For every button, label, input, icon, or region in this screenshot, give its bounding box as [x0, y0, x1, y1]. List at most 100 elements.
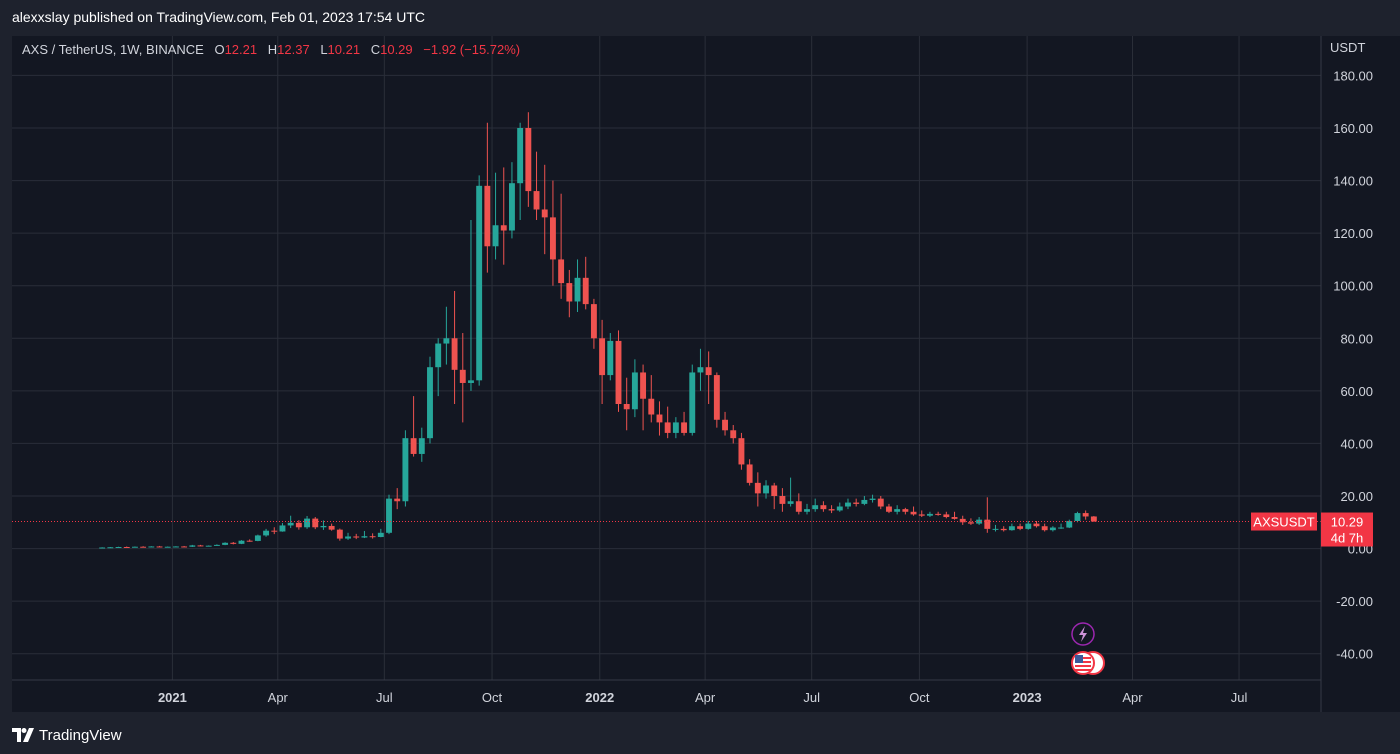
candle [1049, 526, 1056, 532]
candle [967, 518, 974, 525]
candle-body [1000, 528, 1007, 531]
y-tick-label: 100.00 [1333, 279, 1373, 294]
candle [869, 494, 876, 503]
candle-body [156, 546, 163, 548]
candle [730, 425, 737, 444]
candle [681, 411, 688, 436]
candle [607, 333, 614, 381]
candle [140, 546, 147, 548]
footer: TradingView [0, 716, 1400, 754]
candle-body [672, 422, 679, 433]
candle-body [517, 128, 524, 184]
candle-body [869, 498, 876, 500]
candlestick-chart[interactable]: USDT -40.00-20.000.0020.0040.0060.0080.0… [12, 36, 1400, 712]
legend-change: −1.92 (−15.72%) [423, 42, 521, 57]
candle-body [681, 422, 688, 433]
candle-body [1017, 526, 1024, 529]
candle-body [312, 518, 319, 528]
price-axis-unit: USDT [1330, 40, 1365, 55]
candle-body [304, 518, 311, 528]
y-tick-label: 120.00 [1333, 226, 1373, 241]
candle-body [984, 519, 991, 529]
candle-body [656, 414, 663, 423]
candle [935, 511, 942, 516]
candle [582, 256, 589, 310]
x-tick-label: Apr [268, 690, 289, 705]
x-tick-label: 2022 [585, 690, 614, 705]
candle-body [205, 545, 212, 547]
candle-body [894, 509, 901, 512]
candle [197, 544, 204, 547]
candle-body [771, 485, 778, 496]
candle [377, 528, 384, 538]
candle [508, 162, 515, 239]
candle-body [427, 367, 433, 439]
candle [1041, 523, 1048, 532]
y-tick-label: -20.00 [1336, 594, 1373, 609]
candle-body [689, 372, 696, 433]
y-tick-label: -40.00 [1336, 647, 1373, 662]
candle [672, 417, 679, 439]
candle-body [271, 530, 278, 532]
candle [99, 547, 106, 549]
price-axis[interactable]: USDT -40.00-20.000.0020.0040.0060.0080.0… [1330, 40, 1373, 662]
candle [631, 359, 638, 418]
candle [1090, 516, 1097, 522]
candle [754, 472, 761, 507]
candle [164, 546, 171, 548]
candle [271, 527, 278, 535]
tradingview-brand[interactable]: TradingView [12, 725, 122, 745]
candle [345, 532, 351, 540]
candle-body [640, 372, 647, 399]
candle [238, 540, 245, 545]
time-axis[interactable]: 2021 Apr Jul Oct 2022 Apr Jul Oct 2023 Apr Jul [158, 690, 1248, 705]
candle [918, 510, 925, 518]
candle [812, 498, 819, 512]
candle-body [238, 540, 245, 544]
candle-body [459, 369, 466, 383]
candle [246, 539, 253, 542]
symbol-price-label-box [1251, 512, 1317, 531]
candle-body [967, 522, 974, 524]
candle-body [861, 499, 868, 504]
candle-body [336, 529, 343, 539]
candle-body [418, 438, 425, 454]
candle-body [484, 185, 491, 247]
candle [533, 151, 540, 220]
candle-body [164, 546, 171, 548]
candle [738, 432, 745, 470]
candle [459, 333, 466, 423]
bar-countdown-label: 4d 7h [1331, 531, 1364, 546]
candle [541, 164, 548, 255]
candle [287, 515, 294, 529]
candle [1008, 523, 1015, 531]
candle [992, 524, 999, 532]
candle [894, 505, 901, 515]
candle-body [918, 514, 925, 516]
candle-body [386, 498, 392, 533]
candle-body [582, 277, 589, 305]
candle-body [754, 482, 761, 494]
candle [820, 501, 827, 512]
chart-area[interactable]: USDT -40.00 -20.00 0.00 20.00 40.00 60.00 80.0… [12, 36, 1400, 712]
us-flag-icon[interactable] [1071, 651, 1095, 675]
candle-body [926, 513, 933, 516]
candle-body [664, 422, 671, 433]
lightning-icon[interactable] [1071, 622, 1095, 646]
x-tick-label: Oct [909, 690, 930, 705]
y-tick-label: 180.00 [1333, 68, 1373, 83]
candle-body [648, 398, 655, 415]
candle-body [222, 542, 229, 545]
candle-body [943, 514, 950, 518]
candle-body [107, 547, 114, 549]
candle [410, 396, 417, 457]
candle [836, 502, 843, 512]
candle-body [623, 404, 630, 410]
candle-body [558, 259, 565, 284]
candle [697, 348, 704, 391]
candle-body [607, 340, 614, 376]
candle [549, 180, 556, 286]
candle-body [99, 547, 106, 549]
candle [959, 515, 966, 525]
candle-body [148, 546, 155, 548]
